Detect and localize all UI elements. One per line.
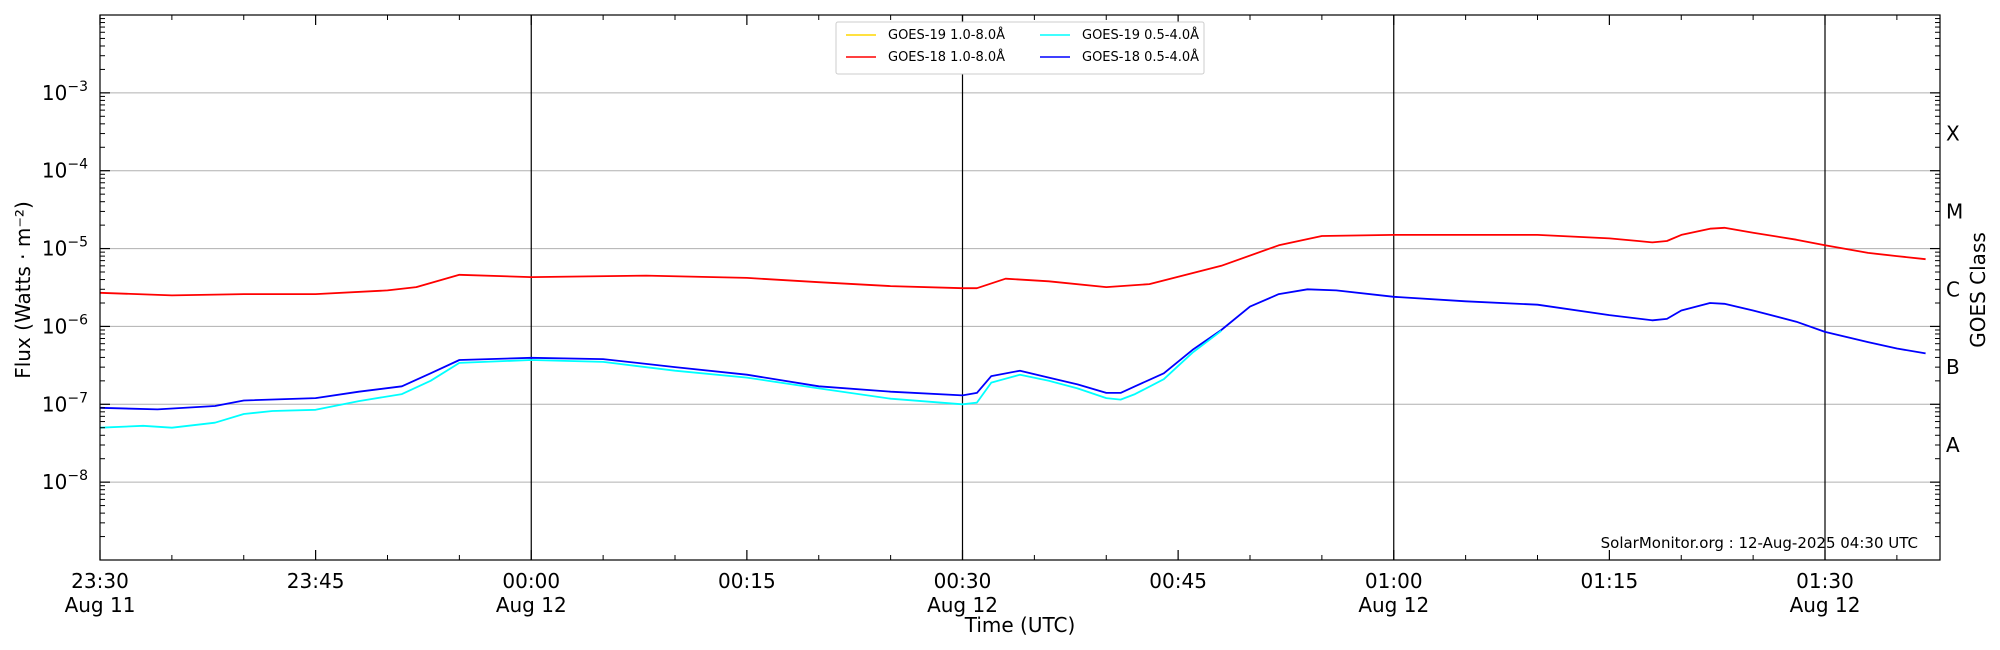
x-tick-label: 00:45 [1149, 569, 1207, 593]
x-tick-label: 23:30 [71, 569, 129, 593]
series-line [99, 226, 1926, 297]
series-line [99, 330, 1222, 429]
x-tick-label: 01:30 [1796, 569, 1854, 593]
goes-class-label: C [1946, 277, 1960, 301]
x-tick-label: 00:00 [502, 569, 560, 593]
x-tick-date-label: Aug 12 [496, 593, 567, 617]
x-axis-title: Time (UTC) [964, 613, 1076, 637]
goes-class-label: X [1946, 122, 1960, 146]
goes-class-label: A [1946, 433, 1960, 457]
series-lines [99, 226, 1926, 429]
x-tick-date-label: Aug 11 [65, 593, 136, 617]
x-tick-label: 23:45 [287, 569, 345, 593]
axis-ticks [99, 15, 1940, 560]
y-tick-labels: 10−8 10−7 10−6 10−5 10−4 10−3 [42, 79, 88, 494]
x-tick-label: 00:15 [718, 569, 776, 593]
y-tick-label: 10−6 [42, 312, 88, 338]
series-line [99, 288, 1926, 411]
x-tick-label: 01:00 [1365, 569, 1423, 593]
goes-class-label: B [1946, 355, 1960, 379]
legend-label: GOES-18 0.5-4.0Å [1082, 49, 1199, 65]
y-tick-label: 10−5 [42, 235, 88, 261]
legend-box [835, 21, 1205, 75]
legend-label: GOES-19 0.5-4.0Å [1082, 27, 1199, 43]
x-tick-date-label: Aug 12 [927, 593, 998, 617]
y-tick-label: 10−3 [42, 79, 88, 105]
credit-annotation: SolarMonitor.org : 12-Aug-2025 04:30 UTC [1601, 534, 1918, 552]
grid-lines [100, 92, 1940, 483]
y-tick-label: 10−7 [42, 390, 88, 416]
goes-class-labels: A B C M X [1946, 122, 1963, 457]
y-tick-label: 10−4 [42, 157, 88, 183]
legend-label: GOES-18 1.0-8.0Å [888, 49, 1005, 65]
legend-label: GOES-19 1.0-8.0Å [888, 27, 1005, 43]
x-tick-label: 01:15 [1581, 569, 1639, 593]
legend: GOES-19 1.0-8.0Å GOES-19 0.5-4.0Å GOES-18 … [835, 21, 1205, 75]
goes-class-label: M [1946, 199, 1963, 223]
plot-frame [99, 14, 1941, 561]
x-tick-date-label: Aug 12 [1790, 593, 1861, 617]
time-marker-lines [530, 15, 1826, 560]
y-tick-label: 10−8 [42, 468, 88, 494]
x-tick-label: 00:30 [934, 569, 992, 593]
x-tick-date-label: Aug 12 [1358, 593, 1429, 617]
y-axis-title: Flux (Watts · m⁻²) [11, 201, 35, 379]
y-axis-right-title: GOES Class [1966, 232, 1990, 348]
